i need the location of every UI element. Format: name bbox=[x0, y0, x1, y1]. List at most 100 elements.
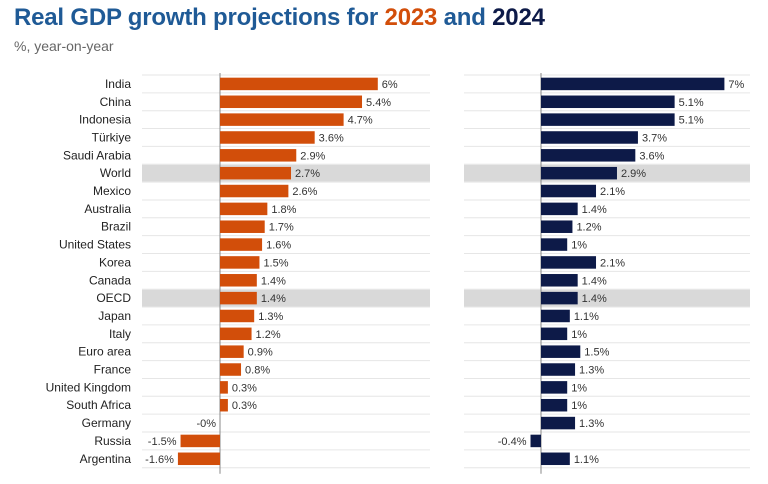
chart-subtitle: %, year-on-year bbox=[14, 38, 114, 54]
bar-world-2024 bbox=[541, 166, 617, 180]
bar-oecd-2024 bbox=[541, 291, 578, 305]
bar-korea-2023 bbox=[220, 256, 260, 269]
bar-oecd-2023 bbox=[220, 291, 257, 305]
data-label-australia-2023: 1.8% bbox=[271, 204, 296, 216]
data-label-south-africa-2024: 1% bbox=[571, 400, 587, 412]
data-label-turkiye-2024: 3.7% bbox=[642, 132, 667, 144]
category-label: Indonesia bbox=[79, 113, 131, 127]
chart-title: Real GDP growth projections for 2023 and… bbox=[14, 4, 545, 32]
category-labels: India China Indonesia Türkiye Saudi Arabia Wo… bbox=[46, 77, 132, 466]
bar-south-africa-2023 bbox=[220, 398, 228, 412]
data-label-japan-2023: 1.3% bbox=[258, 311, 283, 323]
bar-australia-2024 bbox=[541, 202, 578, 216]
bar-russia-2023 bbox=[180, 434, 220, 448]
data-label-brazil-2024: 1.2% bbox=[576, 222, 601, 234]
title-year-2023: 2023 bbox=[384, 4, 438, 31]
bar-indonesia-2023 bbox=[220, 113, 344, 126]
bar-canada-2024 bbox=[541, 274, 578, 287]
data-label-united-kingdom-2024: 1% bbox=[571, 382, 587, 394]
category-label: Russia bbox=[94, 434, 131, 448]
bar-united-kingdom-2024 bbox=[541, 381, 568, 394]
data-label-france-2023: 0.8% bbox=[245, 365, 270, 377]
bar-france-2023 bbox=[220, 363, 242, 376]
bar-mexico-2024 bbox=[541, 184, 597, 198]
data-label-mexico-2023: 2.6% bbox=[292, 186, 317, 198]
data-label-world-2023: 2.7% bbox=[295, 168, 320, 180]
data-label-india-2023: 6% bbox=[382, 79, 398, 91]
data-label-saudi-arabia-2023: 2.9% bbox=[300, 150, 325, 162]
bar-china-2023 bbox=[220, 95, 363, 109]
bar-argentina-2023 bbox=[177, 452, 220, 466]
bar-france-2024 bbox=[541, 363, 576, 376]
data-label-united-kingdom-2023: 0.3% bbox=[232, 382, 257, 394]
bar-germany-2024 bbox=[541, 416, 576, 430]
data-label-china-2023: 5.4% bbox=[366, 97, 391, 109]
bar-saudi-arabia-2023 bbox=[220, 149, 297, 162]
bar-australia-2023 bbox=[220, 202, 268, 216]
data-label-korea-2024: 2.1% bbox=[600, 257, 625, 269]
bar-italy-2023 bbox=[220, 327, 252, 341]
category-label: Türkiye bbox=[92, 130, 132, 144]
bar-euro-area-2024 bbox=[541, 345, 581, 358]
highlight-band-oecd-2023 bbox=[142, 289, 430, 307]
data-label-germany-2024: 1.3% bbox=[579, 418, 604, 430]
data-label-korea-2023: 1.5% bbox=[263, 257, 288, 269]
data-label-japan-2024: 1.1% bbox=[574, 311, 599, 323]
title-year-2024: 2024 bbox=[492, 4, 545, 31]
category-label: World bbox=[100, 166, 131, 180]
data-label-argentina-2023: -1.6% bbox=[145, 454, 174, 466]
data-label-brazil-2023: 1.7% bbox=[269, 222, 294, 234]
bar-korea-2024 bbox=[541, 256, 597, 269]
bar-brazil-2023 bbox=[220, 220, 265, 233]
data-label-oecd-2023: 1.4% bbox=[261, 293, 286, 305]
data-label-canada-2024: 1.4% bbox=[582, 275, 607, 287]
data-label-canada-2023: 1.4% bbox=[261, 275, 286, 287]
bar-saudi-arabia-2024 bbox=[541, 149, 636, 162]
data-label-euro-area-2024: 1.5% bbox=[584, 347, 609, 359]
highlight-band-oecd-2024 bbox=[464, 289, 750, 307]
bar-japan-2024 bbox=[541, 309, 570, 323]
bar-mexico-2023 bbox=[220, 184, 289, 198]
category-label: France bbox=[94, 363, 132, 377]
category-label: India bbox=[105, 77, 131, 91]
data-label-saudi-arabia-2024: 3.6% bbox=[639, 150, 664, 162]
bar-indonesia-2024 bbox=[541, 113, 675, 126]
category-label: Germany bbox=[82, 416, 131, 430]
data-label-indonesia-2024: 5.1% bbox=[679, 115, 704, 127]
data-label-india-2024: 7% bbox=[728, 79, 744, 91]
bar-united-kingdom-2023 bbox=[220, 381, 228, 394]
category-label: China bbox=[100, 95, 132, 109]
category-label: Korea bbox=[99, 255, 131, 269]
data-label-italy-2024: 1% bbox=[571, 329, 587, 341]
data-label-russia-2023: -1.5% bbox=[148, 436, 177, 448]
category-label: Japan bbox=[98, 309, 131, 323]
category-label: Australia bbox=[84, 202, 131, 216]
data-label-united-states-2023: 1.6% bbox=[266, 240, 291, 252]
data-labels-2023: 6% 5.4% 4.7% 3.6% 2.9% 2.7% 2.6% 1.8% 1.7% 1.6% 1.… bbox=[145, 79, 398, 466]
category-label: United Kingdom bbox=[46, 380, 131, 394]
bar-canada-2023 bbox=[220, 274, 257, 287]
bars-2024 bbox=[530, 77, 725, 466]
data-label-china-2024: 5.1% bbox=[679, 97, 704, 109]
data-label-france-2024: 1.3% bbox=[579, 365, 604, 377]
category-label: Saudi Arabia bbox=[63, 148, 131, 162]
bar-euro-area-2023 bbox=[220, 345, 244, 358]
category-label: Canada bbox=[89, 273, 131, 287]
bar-italy-2024 bbox=[541, 327, 568, 341]
data-labels-2024: 7% 5.1% 5.1% 3.7% 3.6% 2.9% 2.1% 1.4% 1.2% 1% 2.1%… bbox=[498, 79, 745, 466]
bar-japan-2023 bbox=[220, 309, 255, 323]
bar-china-2024 bbox=[541, 95, 675, 109]
category-label: Italy bbox=[109, 327, 131, 341]
row-gridlines bbox=[142, 74, 750, 469]
data-label-united-states-2024: 1% bbox=[571, 240, 587, 252]
bars-2023 bbox=[177, 77, 378, 466]
bar-turkiye-2024 bbox=[541, 131, 638, 144]
category-label: Mexico bbox=[93, 184, 131, 198]
category-label: South Africa bbox=[66, 398, 131, 412]
data-label-italy-2023: 1.2% bbox=[256, 329, 281, 341]
category-label: Euro area bbox=[78, 345, 131, 359]
data-label-indonesia-2023: 4.7% bbox=[348, 115, 373, 127]
bar-argentina-2024 bbox=[541, 452, 570, 466]
data-label-oecd-2024: 1.4% bbox=[582, 293, 607, 305]
